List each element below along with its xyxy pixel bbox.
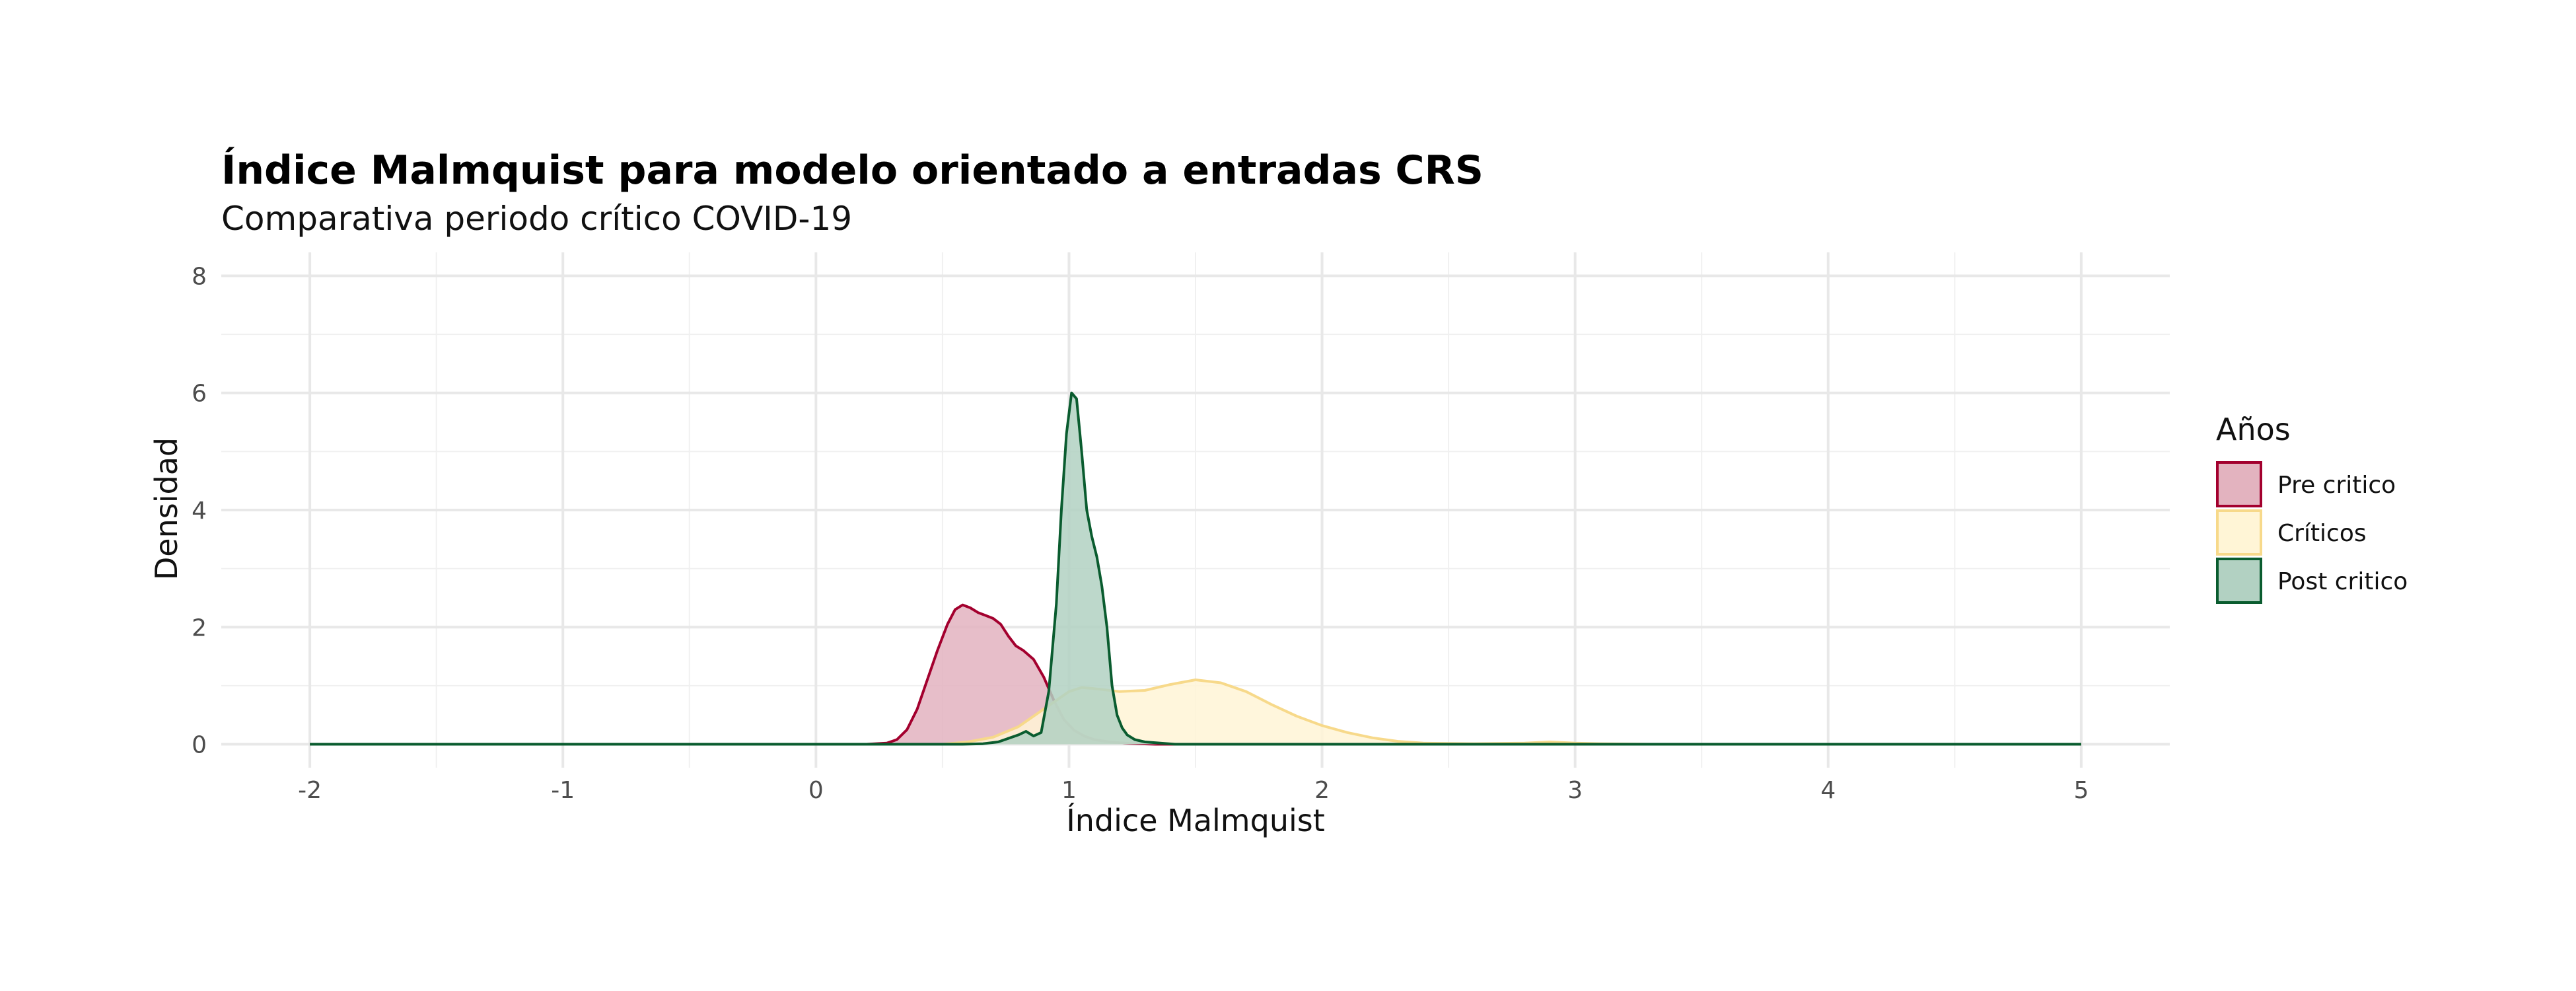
y-axis-ticks: 0 2 4 6 8 <box>192 263 207 758</box>
legend-label-3: Post critico <box>2277 568 2408 595</box>
y-tick-label: 4 <box>192 497 207 525</box>
x-axis-ticks: -2 -1 0 1 2 3 4 5 <box>298 777 2089 804</box>
y-tick-label: 6 <box>192 381 207 408</box>
x-tick-label: 1 <box>1061 777 1077 804</box>
density-line-2 <box>310 679 2081 746</box>
y-tick-label: 0 <box>192 732 207 759</box>
y-axis-title: Densidad <box>149 437 184 580</box>
x-tick-label: -1 <box>551 777 575 804</box>
x-tick-label: 5 <box>2073 777 2089 804</box>
grid-major <box>221 252 2170 768</box>
chart-subtitle: Comparativa periodo crítico COVID-19 <box>221 200 852 238</box>
legend-key-2 <box>2216 509 2262 556</box>
density-area-2 <box>310 680 2081 745</box>
legend-key-3 <box>2216 558 2262 604</box>
x-axis-title: Índice Malmquist <box>1066 803 1325 838</box>
density-line-3 <box>310 391 2081 746</box>
chart-title: Índice Malmquist para modelo orientado a… <box>221 146 1484 194</box>
legend-key-1 <box>2216 461 2262 507</box>
density-series <box>310 391 2081 746</box>
x-tick-label: 3 <box>1567 777 1583 804</box>
legend: Años Pre critico Críticos Post critico <box>2216 412 2408 604</box>
legend-title: Años <box>2216 412 2291 447</box>
x-tick-label: 2 <box>1314 777 1330 804</box>
x-tick-label: 0 <box>808 777 824 804</box>
x-tick-label: 4 <box>1820 777 1836 804</box>
y-tick-label: 2 <box>192 614 207 642</box>
x-tick-label: -2 <box>298 777 322 804</box>
legend-label-1: Pre critico <box>2277 472 2396 499</box>
legend-label-2: Críticos <box>2277 520 2367 547</box>
y-tick-label: 8 <box>192 263 207 290</box>
